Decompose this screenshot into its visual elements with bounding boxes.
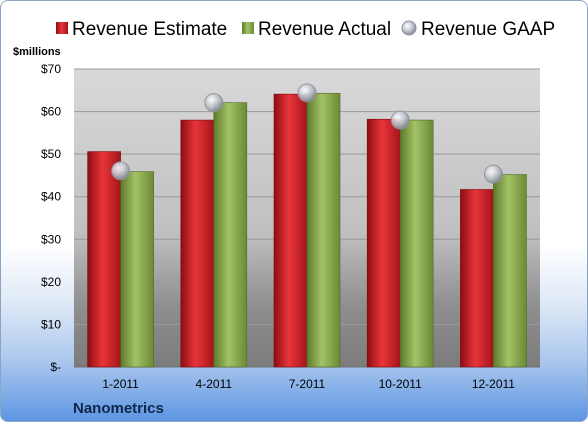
- y-tick-label: $60: [41, 105, 61, 119]
- y-tick-label: $70: [41, 62, 61, 76]
- y-tick-label: $20: [41, 275, 61, 289]
- marker-revenue-gaap: [111, 161, 131, 181]
- bar-revenue-estimate: [460, 189, 494, 368]
- bar-revenue-actual: [213, 102, 248, 368]
- bar-revenue-actual: [493, 174, 527, 368]
- bar-revenue-actual: [120, 171, 154, 368]
- legend-swatch-revenue-actual: [242, 22, 254, 34]
- y-axis-unit-label: $millions: [13, 46, 61, 58]
- bar-revenue-actual: [306, 92, 341, 368]
- bar-revenue-actual: [399, 119, 434, 368]
- marker-revenue-gaap: [297, 83, 317, 103]
- x-tick-label: 4-2011: [196, 377, 233, 391]
- bar-revenue-estimate: [273, 93, 308, 368]
- y-tick-label: $-: [50, 360, 61, 374]
- bar-revenue-estimate: [180, 119, 215, 368]
- bar-revenue-estimate: [366, 118, 401, 368]
- marker-revenue-gaap: [483, 164, 503, 184]
- legend-label-revenue-actual: Revenue Actual: [258, 19, 391, 40]
- y-tick-label: $30: [41, 232, 61, 246]
- y-axis-ticks: $- $10 $20 $30 $40 $50 $60 $70: [41, 62, 61, 374]
- legend-label-revenue-gaap: Revenue GAAP: [421, 19, 555, 40]
- marker-revenue-gaap: [390, 110, 410, 130]
- company-name: Nanometrics: [73, 400, 164, 417]
- legend-swatch-revenue-estimate: [56, 22, 68, 34]
- x-tick-label: 12-2011: [472, 377, 515, 391]
- bar-revenue-estimate: [87, 151, 121, 368]
- marker-revenue-gaap: [204, 93, 224, 113]
- x-axis-ticks: 1-2011 4-2011 7-2011 10-2011 12-2011: [102, 377, 515, 391]
- bars: [87, 92, 527, 368]
- y-tick-label: $50: [41, 147, 61, 161]
- x-tick-label: 10-2011: [379, 377, 422, 391]
- legend: Revenue Estimate Revenue Actual Revenue …: [56, 19, 555, 40]
- y-tick-label: $40: [41, 190, 61, 204]
- x-tick-label: 7-2011: [289, 377, 326, 391]
- x-tick-label: 1-2011: [102, 377, 139, 391]
- legend-label-revenue-estimate: Revenue Estimate: [72, 19, 227, 40]
- legend-marker-revenue-gaap: [401, 20, 417, 36]
- gaap-markers: [111, 83, 503, 184]
- y-tick-label: $10: [41, 317, 61, 331]
